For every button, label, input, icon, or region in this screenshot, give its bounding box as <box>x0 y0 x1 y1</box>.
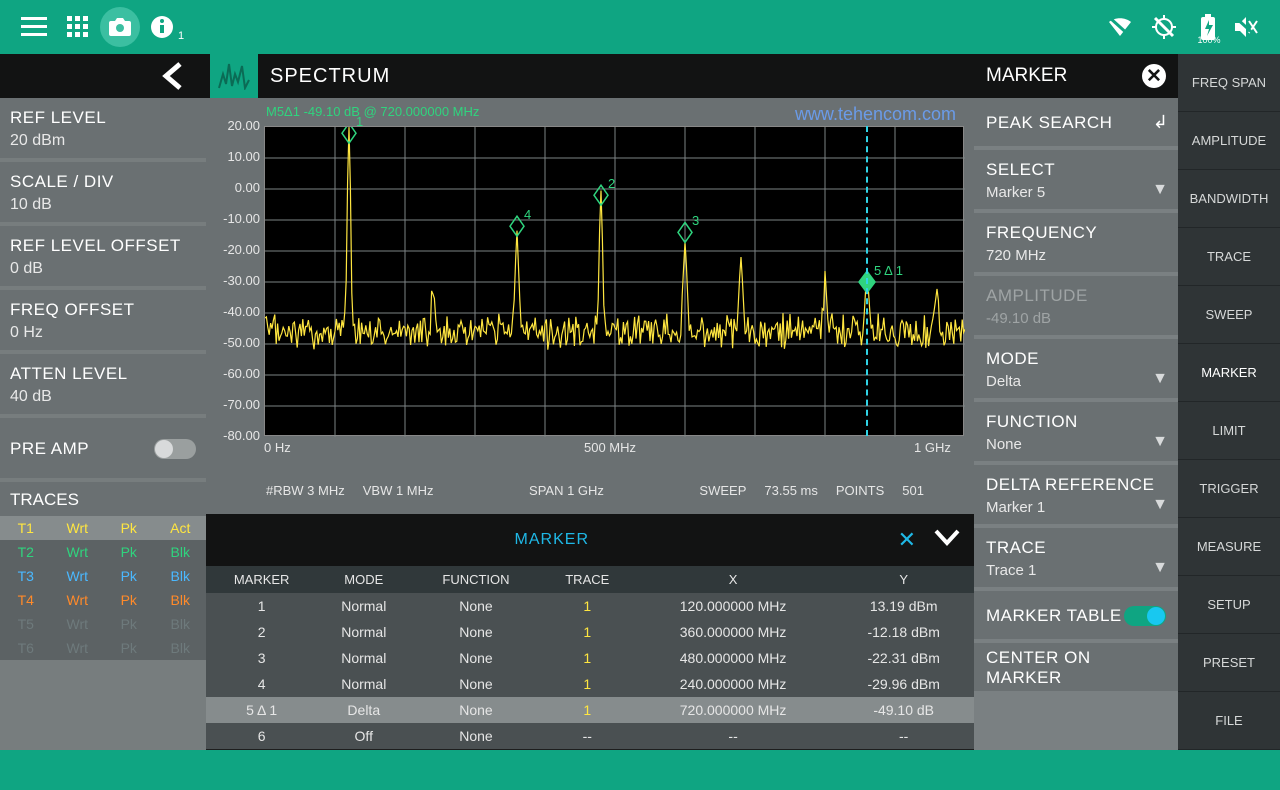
status-row: #RBW 3 MHzVBW 1 MHz SPAN 1 GHz SWEEP73.5… <box>206 476 974 504</box>
ref-offset-box[interactable]: REF LEVEL OFFSET0 dB <box>0 226 206 286</box>
trace-row[interactable]: T6WrtPkBlk <box>0 636 206 660</box>
gps-off-icon[interactable] <box>1142 5 1186 49</box>
ref-level-box[interactable]: REF LEVEL20 dBm <box>0 98 206 158</box>
chevron-down-icon: ▼ <box>1152 181 1168 199</box>
traces-header: TRACES <box>0 482 206 516</box>
trace-row[interactable]: T1WrtPkAct <box>0 516 206 540</box>
spectrum-title: SPECTRUM <box>270 65 390 88</box>
marker-table-row[interactable]: 3NormalNone1480.000000 MHz-22.31 dBm <box>206 645 974 671</box>
center-on-marker-button[interactable]: CENTER ON MARKER <box>974 643 1178 691</box>
marker-panel-close-icon[interactable]: ✕ <box>1142 64 1166 88</box>
info-badge: 1 <box>178 30 184 42</box>
apps-icon[interactable] <box>56 5 100 49</box>
battery-label: 100% <box>1194 35 1224 45</box>
enter-icon: ↲ <box>1153 112 1168 133</box>
freq-offset-box[interactable]: FREQ OFFSET0 Hz <box>0 290 206 350</box>
menu-trigger[interactable]: TRIGGER <box>1178 460 1280 518</box>
marker-table-row[interactable]: 2NormalNone1360.000000 MHz-12.18 dBm <box>206 619 974 645</box>
marker-mode-box[interactable]: MODEDelta▼ <box>974 339 1178 398</box>
trace-row[interactable]: T3WrtPkBlk <box>0 564 206 588</box>
delta-reference-box[interactable]: DELTA REFERENCEMarker 1▼ <box>974 465 1178 524</box>
marker-table-collapse-icon[interactable] <box>934 529 960 552</box>
marker-table-row[interactable]: 1NormalNone1120.000000 MHz13.19 dBm <box>206 593 974 619</box>
marker-amplitude-box: AMPLITUDE-49.10 dB <box>974 276 1178 335</box>
menu-freq-span[interactable]: FREQ SPAN <box>1178 54 1280 112</box>
left-panel: REF LEVEL20 dBm SCALE / DIV10 dB REF LEV… <box>0 54 206 750</box>
preamp-box[interactable]: PRE AMP <box>0 418 206 478</box>
chevron-down-icon: ▼ <box>1152 433 1168 451</box>
top-bar: 1 100% <box>0 0 1280 54</box>
marker-table-row[interactable]: 4NormalNone1240.000000 MHz-29.96 dBm <box>206 671 974 697</box>
marker-table-toggle[interactable]: MARKER TABLE <box>974 591 1178 639</box>
menu-amplitude[interactable]: AMPLITUDE <box>1178 112 1280 170</box>
marker-function-box[interactable]: FUNCTIONNone▼ <box>974 402 1178 461</box>
menu-limit[interactable]: LIMIT <box>1178 402 1280 460</box>
menu-sweep[interactable]: SWEEP <box>1178 286 1280 344</box>
marker-select-box[interactable]: SELECTMarker 5▼ <box>974 150 1178 209</box>
marker-panel-header: MARKER ✕ <box>974 54 1178 98</box>
spectrum-chart[interactable]: M5Δ1 -49.10 dB @ 720.000000 MHz www.tehe… <box>206 98 974 450</box>
marker-table: MARKERMODEFUNCTIONTRACEXY1NormalNone1120… <box>206 566 974 749</box>
chevron-down-icon: ▼ <box>1152 559 1168 577</box>
wifi-off-icon[interactable] <box>1098 5 1142 49</box>
menu-setup[interactable]: SETUP <box>1178 576 1280 634</box>
menu-measure[interactable]: MEASURE <box>1178 518 1280 576</box>
chevron-down-icon: ▼ <box>1152 370 1168 388</box>
trace-row[interactable]: T5WrtPkBlk <box>0 612 206 636</box>
screenshot-icon[interactable] <box>100 7 140 47</box>
main-panel: SPECTRUM M5Δ1 -49.10 dB @ 720.000000 MHz… <box>206 54 974 750</box>
traces-list: T1WrtPkActT2WrtPkBlkT3WrtPkBlkT4WrtPkBlk… <box>0 516 206 660</box>
marker-readout: M5Δ1 -49.10 dB @ 720.000000 MHz <box>266 104 479 119</box>
right-menu: FREQ SPANAMPLITUDEBANDWIDTHTRACESWEEPMAR… <box>1178 54 1280 750</box>
spectrum-icon <box>210 54 258 98</box>
menu-trace[interactable]: TRACE <box>1178 228 1280 286</box>
marker-table-row[interactable]: 5 Δ 1DeltaNone1720.000000 MHz-49.10 dB <box>206 697 974 723</box>
bottom-bar <box>0 750 1280 790</box>
marker-table-header: MARKER ✕ <box>206 514 974 566</box>
menu-icon[interactable] <box>12 5 56 49</box>
trace-row[interactable]: T2WrtPkBlk <box>0 540 206 564</box>
marker-table-row[interactable]: 6OffNone------ <box>206 723 974 749</box>
marker-table-switch[interactable] <box>1124 606 1166 626</box>
menu-file[interactable]: FILE <box>1178 692 1280 750</box>
preamp-switch[interactable] <box>154 439 196 459</box>
volume-off-icon[interactable] <box>1224 5 1268 49</box>
marker-frequency-box[interactable]: FREQUENCY720 MHz <box>974 213 1178 272</box>
scale-div-box[interactable]: SCALE / DIV10 dB <box>0 162 206 222</box>
menu-marker[interactable]: MARKER <box>1178 344 1280 402</box>
menu-bandwidth[interactable]: BANDWIDTH <box>1178 170 1280 228</box>
back-button[interactable] <box>0 54 206 98</box>
trace-row[interactable]: T4WrtPkBlk <box>0 588 206 612</box>
marker-table-close-icon[interactable]: ✕ <box>898 527 916 553</box>
atten-level-box[interactable]: ATTEN LEVEL40 dB <box>0 354 206 414</box>
spectrum-header: SPECTRUM <box>206 54 974 98</box>
chevron-down-icon: ▼ <box>1152 496 1168 514</box>
menu-preset[interactable]: PRESET <box>1178 634 1280 692</box>
marker-trace-box[interactable]: TRACETrace 1▼ <box>974 528 1178 587</box>
watermark: www.tehencom.com <box>795 104 956 125</box>
peak-search-button[interactable]: PEAK SEARCH↲ <box>974 98 1178 146</box>
info-icon[interactable] <box>140 5 184 49</box>
marker-panel: MARKER ✕ PEAK SEARCH↲ SELECTMarker 5▼ FR… <box>974 54 1178 750</box>
